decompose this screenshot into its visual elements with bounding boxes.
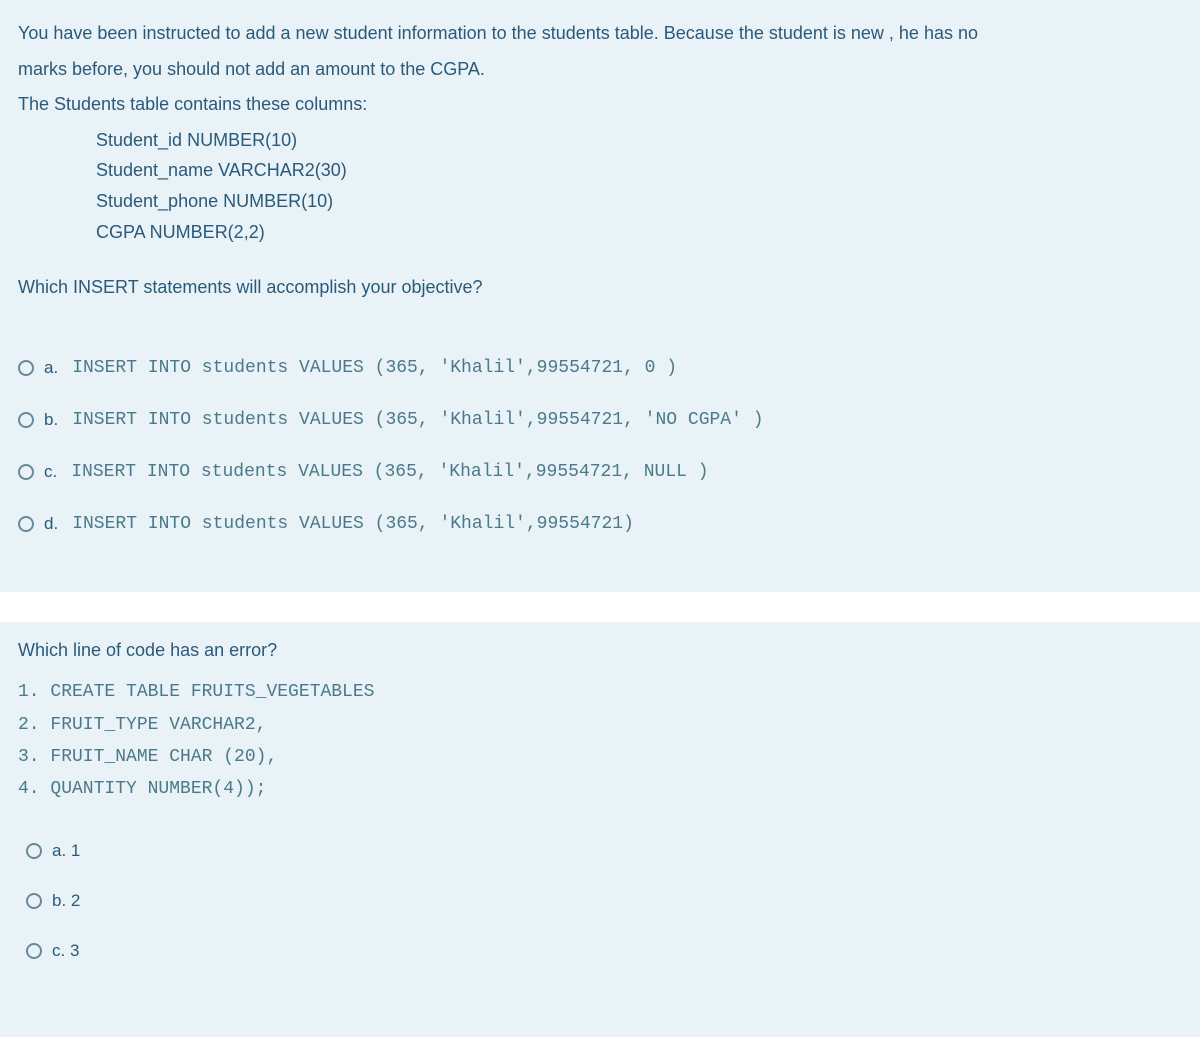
question-block-1: You have been instructed to add a new st… bbox=[0, 0, 1200, 622]
option-code: INSERT INTO students VALUES (365, 'Khali… bbox=[71, 462, 708, 482]
question-prompt-2: Which line of code has an error? bbox=[18, 640, 1182, 661]
option-a-row[interactable]: a. INSERT INTO students VALUES (365, 'Kh… bbox=[18, 358, 1182, 378]
question-prompt-1: Which INSERT statements will accomplish … bbox=[18, 277, 1182, 298]
option-prefix: d. bbox=[44, 514, 58, 534]
option-a-row[interactable]: a. 1 bbox=[26, 841, 1182, 861]
option-label: b. 2 bbox=[52, 891, 80, 911]
question-intro-line-3: The Students table contains these column… bbox=[18, 89, 1182, 120]
option-label: a. 1 bbox=[52, 841, 80, 861]
code-block: 1. CREATE TABLE FRUITS_VEGETABLES 2. FRU… bbox=[18, 676, 1182, 806]
options-group-1: a. INSERT INTO students VALUES (365, 'Kh… bbox=[18, 358, 1182, 534]
radio-icon[interactable] bbox=[18, 360, 34, 376]
option-prefix: b. bbox=[44, 410, 58, 430]
code-line-4: 4. QUANTITY NUMBER(4)); bbox=[18, 773, 1182, 805]
option-prefix: c. bbox=[44, 462, 57, 482]
radio-icon[interactable] bbox=[18, 464, 34, 480]
radio-icon[interactable] bbox=[18, 412, 34, 428]
question-intro-line-1: You have been instructed to add a new st… bbox=[18, 18, 1182, 49]
radio-icon[interactable] bbox=[26, 943, 42, 959]
code-line-1: 1. CREATE TABLE FRUITS_VEGETABLES bbox=[18, 676, 1182, 708]
code-line-3: 3. FRUIT_NAME CHAR (20), bbox=[18, 741, 1182, 773]
option-prefix: a. bbox=[44, 358, 58, 378]
column-def-2: Student_name VARCHAR2(30) bbox=[18, 155, 1182, 186]
option-c-row[interactable]: c. 3 bbox=[26, 941, 1182, 961]
option-code: INSERT INTO students VALUES (365, 'Khali… bbox=[72, 514, 634, 534]
option-c-row[interactable]: c. INSERT INTO students VALUES (365, 'Kh… bbox=[18, 462, 1182, 482]
question-intro-line-2: marks before, you should not add an amou… bbox=[18, 54, 1182, 85]
question-block-2: Which line of code has an error? 1. CREA… bbox=[0, 622, 1200, 979]
radio-icon[interactable] bbox=[18, 516, 34, 532]
option-code: INSERT INTO students VALUES (365, 'Khali… bbox=[72, 358, 677, 378]
option-label: c. 3 bbox=[52, 941, 79, 961]
option-d-row[interactable]: d. INSERT INTO students VALUES (365, 'Kh… bbox=[18, 514, 1182, 534]
column-def-3: Student_phone NUMBER(10) bbox=[18, 186, 1182, 217]
column-def-4: CGPA NUMBER(2,2) bbox=[18, 217, 1182, 248]
option-code: INSERT INTO students VALUES (365, 'Khali… bbox=[72, 410, 763, 430]
code-line-2: 2. FRUIT_TYPE VARCHAR2, bbox=[18, 709, 1182, 741]
option-b-row[interactable]: b. INSERT INTO students VALUES (365, 'Kh… bbox=[18, 410, 1182, 430]
radio-icon[interactable] bbox=[26, 843, 42, 859]
column-def-1: Student_id NUMBER(10) bbox=[18, 125, 1182, 156]
radio-icon[interactable] bbox=[26, 893, 42, 909]
options-group-2: a. 1 b. 2 c. 3 bbox=[18, 841, 1182, 961]
option-b-row[interactable]: b. 2 bbox=[26, 891, 1182, 911]
